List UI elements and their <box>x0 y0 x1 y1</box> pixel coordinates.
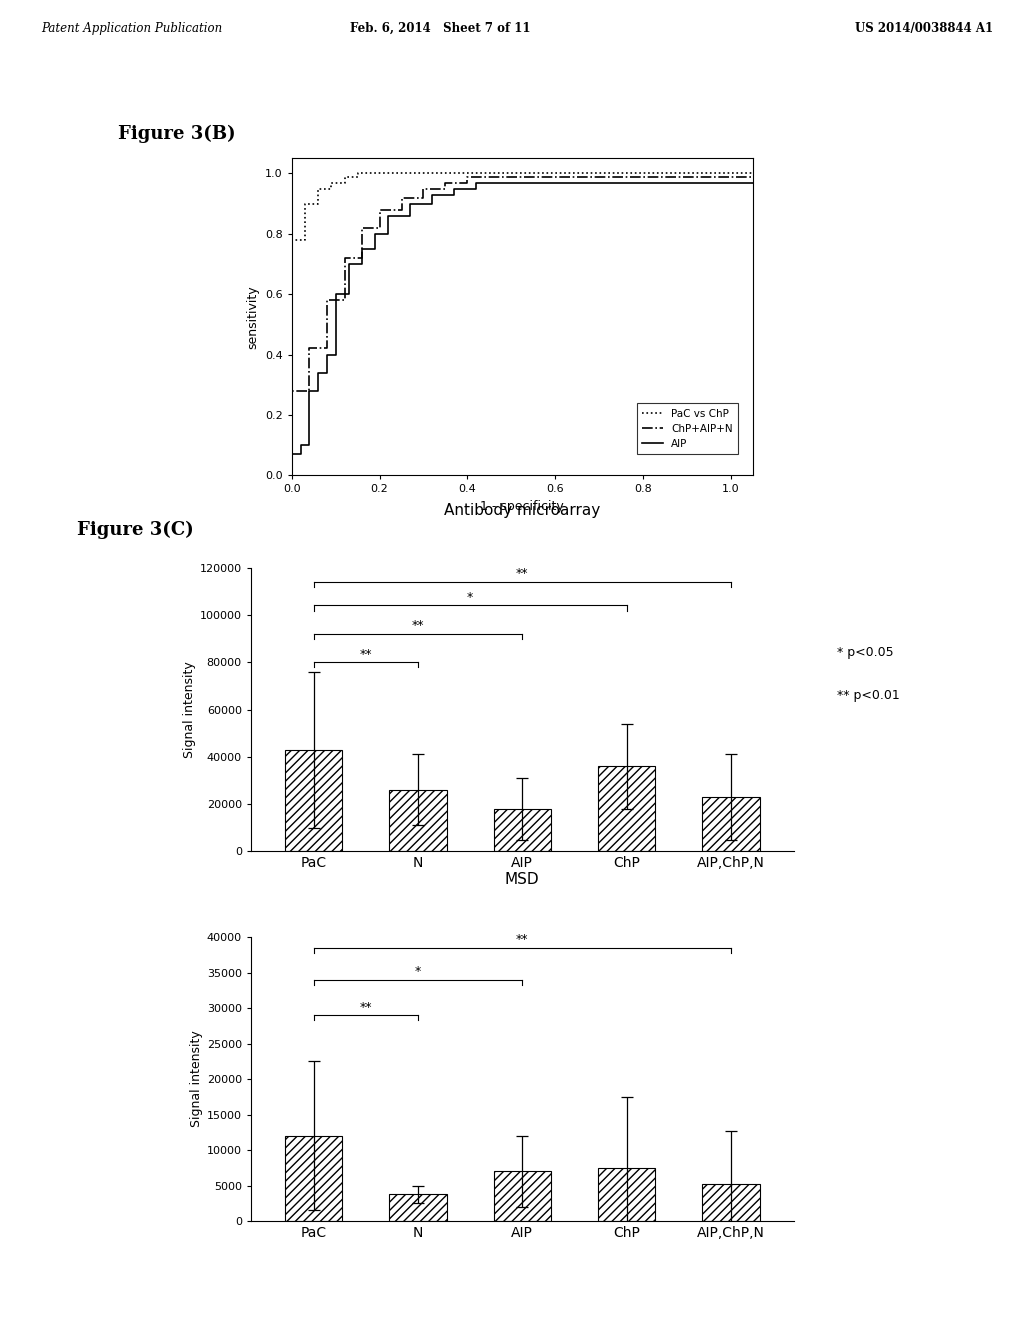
Bar <box>494 809 551 851</box>
Bar <box>494 1171 551 1221</box>
Bar <box>598 1168 655 1221</box>
Legend: PaC vs ChP, ChP+AIP+N, AIP: PaC vs ChP, ChP+AIP+N, AIP <box>637 404 738 454</box>
Text: Feb. 6, 2014   Sheet 7 of 11: Feb. 6, 2014 Sheet 7 of 11 <box>350 22 530 34</box>
Title: Antibody microarray: Antibody microarray <box>444 503 600 517</box>
Title: MSD: MSD <box>505 873 540 887</box>
Text: **: ** <box>412 619 424 632</box>
Y-axis label: sensitivity: sensitivity <box>247 285 259 348</box>
Text: Figure 3(B): Figure 3(B) <box>118 124 236 143</box>
Text: Patent Application Publication: Patent Application Publication <box>41 22 222 34</box>
Bar <box>598 766 655 851</box>
Text: **: ** <box>516 933 528 946</box>
Text: **: ** <box>516 568 528 581</box>
Text: *: * <box>467 591 473 605</box>
Bar <box>702 797 760 851</box>
Text: ** p<0.01: ** p<0.01 <box>837 689 900 702</box>
Bar <box>702 1184 760 1221</box>
Text: US 2014/0038844 A1: US 2014/0038844 A1 <box>855 22 993 34</box>
Text: **: ** <box>359 1001 372 1014</box>
Text: **: ** <box>359 648 372 661</box>
Bar <box>285 1135 342 1221</box>
Text: *: * <box>415 965 421 978</box>
Bar <box>389 1195 446 1221</box>
Y-axis label: Signal intensity: Signal intensity <box>189 1031 203 1127</box>
Text: Figure 3(C): Figure 3(C) <box>77 520 194 539</box>
Y-axis label: Signal intensity: Signal intensity <box>182 661 196 758</box>
Bar <box>389 789 446 851</box>
Bar <box>285 750 342 851</box>
X-axis label: 1 - specificity: 1 - specificity <box>480 500 564 512</box>
Text: * p<0.05: * p<0.05 <box>837 647 894 659</box>
